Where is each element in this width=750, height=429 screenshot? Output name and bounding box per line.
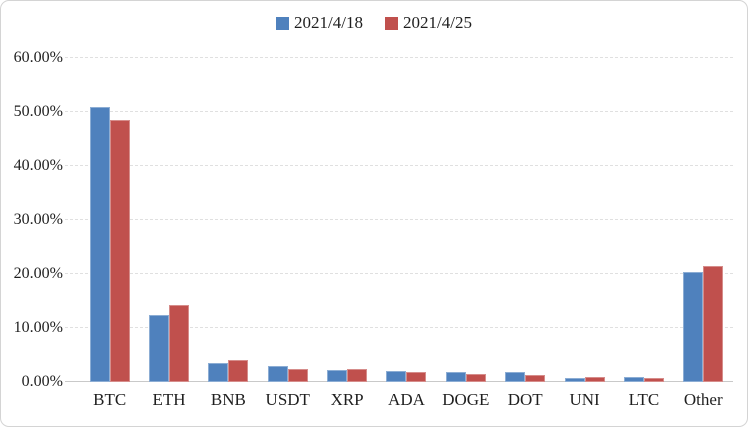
gridline (65, 57, 733, 58)
gridline (65, 111, 733, 112)
x-axis-category-label: DOGE (442, 390, 490, 409)
y-axis-tick-label: 20.00% (13, 265, 63, 282)
x-axis-category-label: ETH (152, 390, 186, 409)
x-axis-category-label: XRP (330, 390, 364, 409)
x-axis-category-label: Other (683, 390, 723, 409)
y-axis-tick-label: 40.00% (13, 157, 63, 174)
bar-eth-2021-4-25 (169, 305, 190, 382)
bar-doge-2021-4-18 (445, 371, 466, 382)
bar-ltc-2021-4-25 (643, 378, 664, 382)
x-axis-category-label: UNI (569, 390, 600, 409)
x-axis-category-label: USDT (265, 390, 310, 409)
x-axis-category-label: BTC (93, 390, 127, 409)
bar-group-xrp: XRP (317, 58, 376, 409)
bar-group-btc: BTC (80, 58, 139, 409)
legend-swatch-blue (276, 16, 290, 30)
x-axis-category-label: ADA (388, 390, 425, 409)
y-axis: 0.00% 10.00% 20.00% 30.00% 40.00% 50.00% 60.00… (1, 50, 63, 390)
y-axis-tick-label: 10.00% (13, 319, 63, 336)
bar-ltc-2021-4-18 (623, 377, 644, 382)
bar-usdt-2021-4-18 (267, 365, 288, 382)
y-axis-tick-label: 0.00% (21, 373, 63, 390)
y-axis-tick-label: 30.00% (13, 211, 63, 228)
gridline (65, 327, 733, 328)
bar-other-2021-4-18 (683, 272, 704, 382)
plot-area: BTC ETH BNB USDT XRP ADA DOGE DOT UNI LTC Other (80, 58, 733, 409)
legend-label: 2021/4/25 (403, 13, 472, 32)
bar-btc-2021-4-18 (89, 107, 110, 382)
bar-dot-2021-4-25 (525, 374, 546, 382)
legend-label: 2021/4/18 (294, 13, 363, 32)
y-axis-tick-label: 50.00% (13, 103, 63, 120)
bar-group-doge: DOGE (436, 58, 495, 409)
legend-entry-2021-4-18: 2021/4/18 (276, 13, 363, 33)
bar-bnb-2021-4-25 (228, 359, 249, 382)
legend: 2021/4/18 2021/4/25 (1, 13, 747, 33)
bar-xrp-2021-4-25 (347, 369, 368, 382)
bar-group-dot: DOT (496, 58, 555, 409)
legend-entry-2021-4-25: 2021/4/25 (385, 13, 472, 33)
bar-uni-2021-4-25 (584, 377, 605, 382)
bar-xrp-2021-4-18 (327, 370, 348, 382)
bar-bnb-2021-4-18 (208, 363, 229, 382)
bar-ada-2021-4-18 (386, 371, 407, 382)
bar-group-eth: ETH (139, 58, 198, 409)
y-axis-tick-label: 60.00% (13, 49, 63, 66)
bar-usdt-2021-4-25 (287, 368, 308, 382)
bar-group-ltc: LTC (614, 58, 673, 409)
bar-ada-2021-4-25 (406, 372, 427, 382)
bar-uni-2021-4-18 (564, 377, 585, 382)
legend-swatch-red (385, 16, 398, 30)
gridline (65, 219, 733, 220)
x-axis-category-label: LTC (628, 390, 660, 409)
bar-eth-2021-4-18 (149, 315, 170, 382)
gridline (65, 273, 733, 274)
bar-group-uni: UNI (555, 58, 614, 409)
bar-group-usdt: USDT (258, 58, 317, 409)
gridline (65, 165, 733, 166)
bar-group-bnb: BNB (199, 58, 258, 409)
bar-btc-2021-4-25 (109, 120, 130, 382)
bar-dot-2021-4-18 (505, 372, 526, 382)
bar-group-ada: ADA (377, 58, 436, 409)
bar-other-2021-4-25 (703, 265, 724, 382)
bar-group-other: Other (674, 58, 733, 409)
x-axis-category-label: DOT (507, 390, 543, 409)
x-axis-category-label: BNB (210, 390, 246, 409)
bar-doge-2021-4-25 (465, 373, 486, 382)
